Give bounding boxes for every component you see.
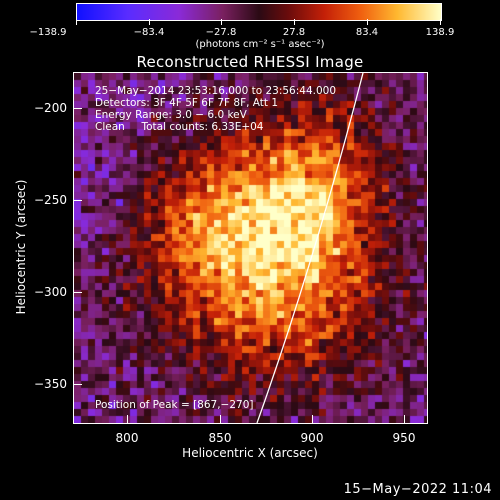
x-tick <box>312 415 313 423</box>
x-tick-label: 850 <box>208 431 232 445</box>
clean-counts-text: Clean Total counts: 6.33E+04 <box>95 121 264 133</box>
hxr-image-map <box>74 73 427 423</box>
colorbar-tick <box>440 19 441 25</box>
generation-timestamp: 15−May−2022 11:04 <box>343 482 492 497</box>
colorbar-units: (photons cm⁻² s⁻¹ asec⁻²) <box>195 39 325 50</box>
colorbar-label: −138.9 <box>29 27 67 38</box>
y-tick-label: −250 <box>34 193 67 207</box>
y-tick-label: −200 <box>34 101 67 115</box>
time-range-text: 25−May−2014 23:53:16.000 to 23:56:44.000 <box>95 85 336 97</box>
colorbar <box>76 3 442 21</box>
x-tick <box>404 415 405 423</box>
image-plot: 25−May−2014 23:53:16.000 to 23:56:44.000… <box>73 72 428 424</box>
colorbar-tick <box>149 19 150 25</box>
colorbar-tick <box>367 19 368 25</box>
x-tick-label: 800 <box>115 431 139 445</box>
x-axis-label: Heliocentric X (arcsec) <box>182 446 318 460</box>
plot-title: Reconstructed RHESSI Image <box>136 53 364 71</box>
y-axis-label: Heliocentric Y (arcsec) <box>14 179 28 315</box>
x-tick-label: 900 <box>300 431 324 445</box>
colorbar-label: −27.8 <box>205 27 237 38</box>
y-tick <box>74 384 82 385</box>
colorbar-label: 27.8 <box>282 27 306 38</box>
x-tick <box>127 415 128 423</box>
solar-limb-line <box>256 73 364 423</box>
y-tick-label: −300 <box>34 285 67 299</box>
energy-range-text: Energy Range: 3.0 − 6.0 keV <box>95 109 248 121</box>
y-tick <box>74 108 82 109</box>
y-tick <box>74 200 82 201</box>
peak-position-text: Position of Peak = [867,−270] <box>95 399 254 411</box>
colorbar-label: 83.4 <box>355 27 379 38</box>
detectors-text: Detectors: 3F 4F 5F 6F 7F 8F, Att 1 <box>95 97 278 109</box>
colorbar-tick <box>294 19 295 25</box>
colorbar-label: −83.4 <box>133 27 165 38</box>
plot-overlay: 25−May−2014 23:53:16.000 to 23:56:44.000… <box>95 73 364 423</box>
colorbar-label: 138.9 <box>425 27 455 38</box>
colorbar-tick <box>221 19 222 25</box>
x-tick <box>220 415 221 423</box>
y-tick-label: −350 <box>34 377 67 391</box>
x-tick-label: 950 <box>392 431 416 445</box>
y-tick <box>74 292 82 293</box>
colorbar-tick <box>76 19 77 25</box>
